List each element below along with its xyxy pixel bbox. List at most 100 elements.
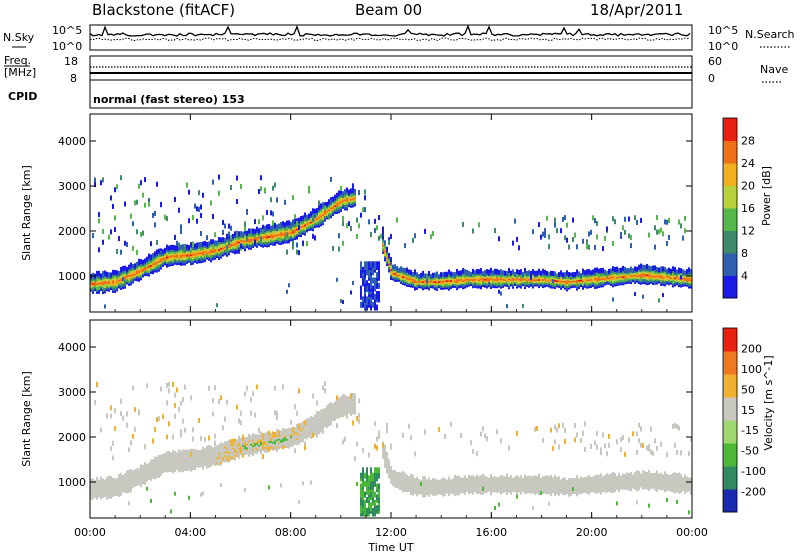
echo-cell [230,225,232,231]
echo-cell [166,434,168,440]
echo-cell [126,241,128,247]
echo-cell [194,448,196,454]
echo-cell [352,183,354,189]
echo-cell [166,216,168,222]
echo-cell [498,289,500,294]
echo-cell [586,239,588,245]
echo-cell [360,472,362,479]
echo-cell [428,477,430,483]
echo-cell [448,476,450,482]
echo-cell [196,218,198,224]
echo-cell [484,270,486,276]
echo-cell [256,226,258,232]
echo-cell [468,474,470,480]
echo-cell [148,253,150,259]
echo-cell [372,285,374,292]
echo-cell [420,272,422,278]
echo-cell [238,435,240,441]
echo-cell [174,245,176,251]
echo-cell [366,497,368,503]
echo-cell [412,474,414,480]
echo-cell [136,199,138,205]
echo-cell [634,292,636,297]
echo-cell [630,234,632,240]
echo-cell [294,218,296,224]
echo-cell [356,482,358,487]
echo-cell [378,433,380,439]
echo-cell [174,196,176,202]
echo-cell [168,450,170,456]
echo-cell [376,475,378,482]
echo-cell [154,427,156,433]
echo-cell [638,264,640,270]
echo-cell [198,206,200,212]
echo-cell [182,244,184,250]
echo-cell [132,221,134,227]
echo-cell [626,268,628,274]
echo-cell [284,222,286,228]
echo-cell [114,187,116,193]
echo-cell [616,266,618,272]
echo-cell [102,478,104,484]
echo-cell [370,280,372,287]
echo-cell [684,228,686,234]
echo-cell [410,435,412,441]
echo-cell [544,269,546,275]
echo-cell [360,261,362,268]
echo-cell [214,232,216,238]
echo-cell [210,445,212,451]
echo-cell [690,269,692,275]
echo-cell [352,392,354,398]
echo-cell [500,291,502,296]
echo-cell [174,450,176,456]
echo-cell [246,385,248,391]
echo-cell [98,212,100,218]
echo-cell [210,200,212,206]
echo-cell [236,231,238,237]
echo-cell [278,430,280,436]
echo-cell [312,432,314,438]
echo-cell [214,240,216,246]
echo-cell [288,220,290,226]
echo-cell [360,291,362,297]
echo-cell [92,233,94,239]
colorbar-segment [723,208,737,231]
echo-cell [522,272,524,278]
echo-cell [188,189,190,195]
echo-cell [272,211,274,217]
echo-cell [166,400,168,406]
echo-cell [596,267,598,273]
echo-cell [556,273,558,279]
echo-cell [474,476,476,482]
echo-cell [208,444,210,450]
echo-cell [400,472,402,478]
echo-cell [330,176,332,182]
echo-cell [546,215,548,221]
echo-cell [244,437,246,443]
echo-cell [122,474,124,480]
echo-cell [194,243,196,249]
echo-cell [292,219,294,225]
echo-cell [652,265,654,271]
echo-cell [154,456,156,462]
echo-cell [258,188,260,194]
freq-label-line1: Freq. [4,54,31,67]
noise-left-label: N.Sky [3,31,35,44]
echo-cell [438,427,440,433]
freq-panel-frame [89,55,693,81]
echo-cell [318,411,320,417]
echo-cell [254,447,256,453]
echo-cell [246,437,248,443]
echo-cell [148,198,150,204]
echo-cell [578,271,580,277]
echo-cell [224,441,226,447]
echo-cell [250,410,252,416]
echo-cell [232,438,234,444]
echo-cell [98,218,100,224]
echo-cell [156,249,158,255]
echo-cell [320,409,322,415]
echo-cell [344,394,346,400]
echo-cell [322,385,324,391]
colorbar-segment [723,163,737,186]
